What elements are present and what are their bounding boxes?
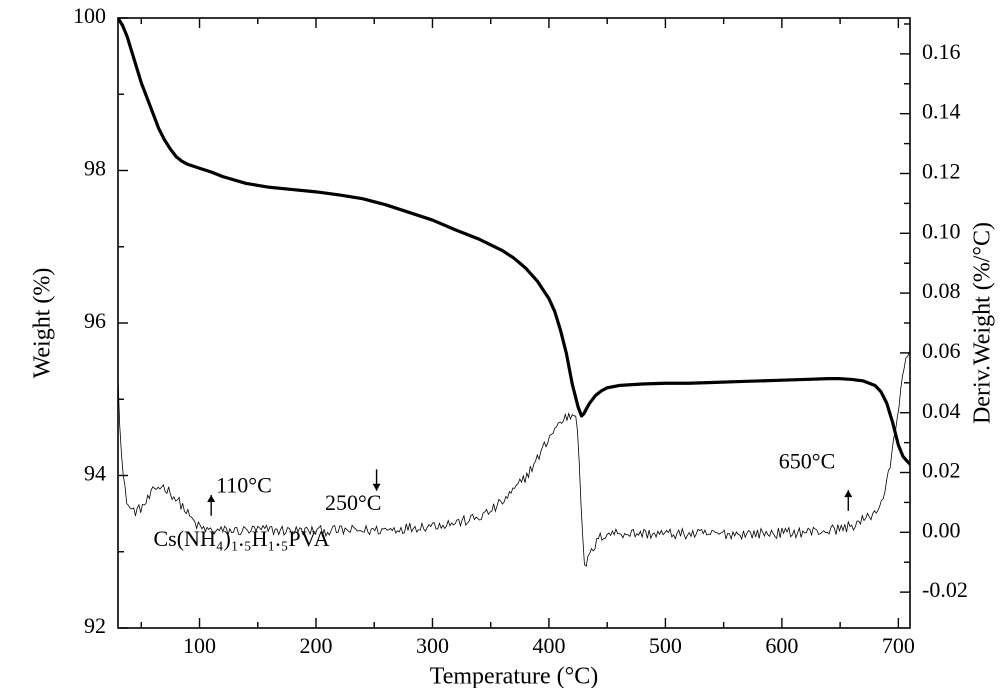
- svg-text:0.10: 0.10: [922, 218, 961, 243]
- svg-text:0.06: 0.06: [922, 338, 961, 363]
- svg-text:700: 700: [882, 633, 915, 658]
- ann-110c: 110°C: [216, 473, 272, 498]
- svg-text:500: 500: [649, 633, 682, 658]
- svg-text:92: 92: [84, 613, 106, 638]
- svg-text:0.14: 0.14: [922, 99, 961, 124]
- svg-text:0.02: 0.02: [922, 458, 961, 483]
- svg-text:400: 400: [532, 633, 565, 658]
- svg-text:Weight (%): Weight (%): [30, 268, 56, 379]
- svg-text:300: 300: [416, 633, 449, 658]
- svg-text:94: 94: [84, 461, 106, 486]
- ann-250c: 250°C: [325, 490, 381, 515]
- svg-text:200: 200: [300, 633, 333, 658]
- svg-text:100: 100: [73, 3, 106, 28]
- svg-text:0.12: 0.12: [922, 159, 961, 184]
- svg-text:Temperature (°C): Temperature (°C): [430, 664, 599, 688]
- ann-formula: Cs(NH₄)₁.₅H₁.₅PVA: [154, 526, 330, 551]
- svg-text:-0.02: -0.02: [922, 577, 968, 602]
- svg-text:0.16: 0.16: [922, 39, 961, 64]
- svg-text:0.00: 0.00: [922, 517, 961, 542]
- svg-text:600: 600: [765, 633, 798, 658]
- svg-text:0.04: 0.04: [922, 398, 961, 423]
- svg-text:100: 100: [183, 633, 216, 658]
- ann-650c: 650°C: [779, 448, 835, 473]
- svg-text:96: 96: [84, 308, 106, 333]
- tga-chart: 100 200 300 400 500 600 700 92 94 96 98 100 -0.02 0.0…: [0, 0, 1000, 688]
- svg-text:Deriv.Weight (%/°C): Deriv.Weight (%/°C): [970, 222, 996, 424]
- svg-text:98: 98: [84, 156, 106, 181]
- svg-text:0.08: 0.08: [922, 278, 961, 303]
